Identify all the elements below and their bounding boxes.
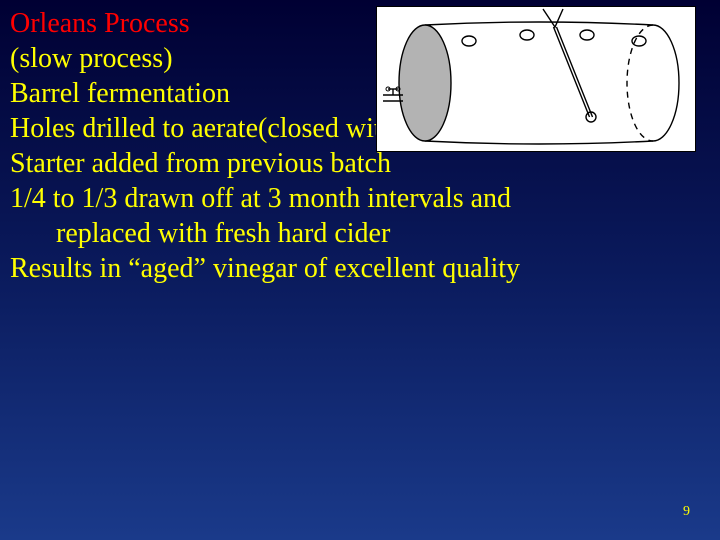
slide-line: 1/4 to 1/3 drawn off at 3 month interval… (10, 181, 710, 216)
barrel-svg (377, 7, 697, 153)
barrel-diagram (376, 6, 696, 152)
slide-line: Results in “aged” vinegar of excellent q… (10, 251, 710, 286)
slide-number: 9 (683, 504, 690, 520)
slide-line: replaced with fresh hard cider (10, 216, 710, 251)
